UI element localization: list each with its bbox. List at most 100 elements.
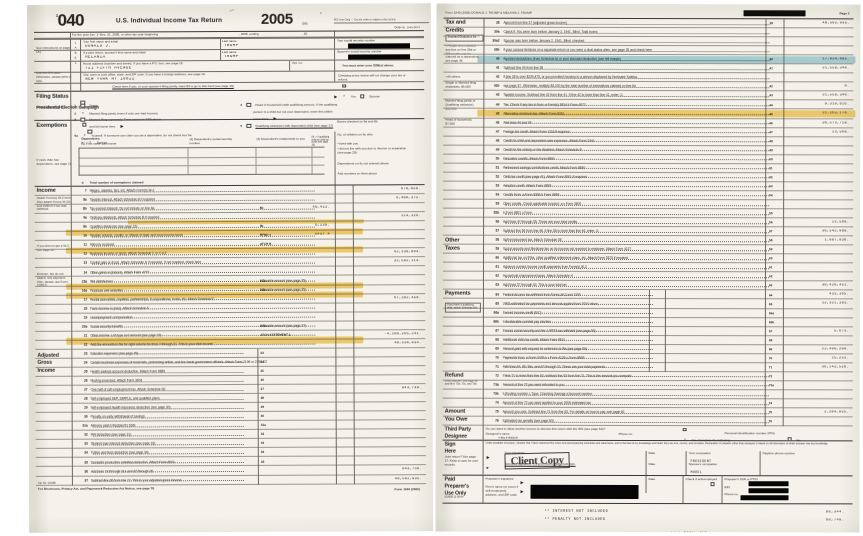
tax-period-line-3: , 20 [301,32,308,37]
amount-box-number: 57 [769,229,773,234]
sub-line-number: ATCH STATEMENT 1 [260,332,291,337]
line-number: 53 [495,183,500,188]
line-number: 37 [84,478,88,483]
irs-use-note: IRS Use Only — Do not write or staple in… [333,18,429,24]
sign-here-section: Sign Here Joint return? See page 17. Keep… [442,440,853,477]
amount-box-number: 67 [768,328,773,333]
preparer-selfemp-checkbox[interactable] [710,482,715,486]
amount-box-number: 73a [768,383,774,388]
leader-dots [92,434,244,437]
amount-box-number: 49 [769,148,773,153]
third-party-phone-label: Phone no. [618,432,633,437]
filing-status-note: Check only one box. [36,104,65,109]
payments-heading: Payments [444,290,471,298]
line-number: 30 [84,414,88,419]
line-amount: 433,365. [829,292,849,297]
exemption-yourself-checkbox[interactable] [82,122,87,127]
client-copy-stamp: Client Copy [504,452,571,470]
leader-dots [92,398,244,401]
line-number: 25 [83,369,88,374]
line-number: 32 [84,432,88,437]
spouse-date-label: Date [648,462,656,467]
amount-box-number: 24 [260,359,264,364]
amount-box-number: 59 [769,247,773,252]
line-number: 13 [83,261,87,266]
exemption-total-label: Total number of exemptions claimed [89,180,144,185]
preparer-phone-redaction [740,494,789,500]
preparer-ein-redaction [748,487,789,493]
amount-owe-heading: Amount You Owe [444,408,468,423]
scan-mark-2: ⌄ [318,9,324,17]
line-amount: -4,169,205,241. [384,331,422,337]
amount-box-number: 72 [768,374,773,379]
third-party-question: Do you want to allow another person to d… [485,426,606,432]
leader-dots [92,316,316,319]
line-number: 66b [493,319,499,324]
line-amount: 48,536,934. [394,340,422,346]
tax-form-page-1: ¹040 ⌒ U.S. Individual Income Tax Return… [26,3,434,533]
leader-dots [91,190,315,193]
leader-dots [92,452,244,455]
line-number: 48 [495,138,500,143]
leader-dots [92,380,244,383]
line-amount: 943,739. [401,386,422,391]
line-amount: 0. [844,84,850,89]
line-amount: 9,310,616. [824,102,850,107]
exemption-col-2: (2) Dependent's social security number [189,136,232,145]
line-number: 28 [84,396,88,401]
sub-line-number: ATCH B [259,242,272,247]
exemption-side-not-entered: Dependents on 6c not entered above [337,161,389,166]
footnote-interest-amount: 88,344. [825,510,845,515]
amount-box-number: 43 [769,93,773,98]
leader-dots [505,213,770,215]
exemption-spouse-checkbox[interactable] [87,129,93,134]
form-title: U.S. Individual Income Tax Return [115,17,223,25]
amount-box-number: 76 [768,419,773,424]
sign-here-note: Joint return? See page 17. Keep a copy f… [444,454,479,467]
amount-box-number: 52 [769,175,773,180]
preparer-firm-redaction [530,484,639,500]
leader-dots [92,271,316,274]
leader-dots [92,443,244,446]
line-number: 9a [83,215,87,220]
exemptions-heading: Exemptions [36,122,68,129]
filing-status-hoh-checkbox[interactable] [246,102,251,107]
third-party-yes-checkbox[interactable] [682,427,688,432]
spouse-occupation-value: MODEL [690,470,703,475]
city-value: NEW YORK NY 10022 [85,77,135,83]
paid-preparer-heading: Paid Preparer's Use Only [444,476,470,497]
line-number: 70 [495,355,499,360]
tax-period-line-2: , 2005, ending [238,32,259,37]
line-number: 55b [493,210,500,215]
amount-box-number: 30 [260,414,265,419]
campaign-you-checkbox[interactable] [341,84,347,88]
scan-mark-1: ⌒ [229,9,236,17]
line-amount: 9,468,373. [396,196,421,201]
sub-line-amount: 6,239. [315,223,330,228]
page2-header-redaction [743,10,806,17]
footnote-interest-label: ** INTEREST NOT INCLUDED [544,509,609,515]
tax-credits-line-items: 38 Amount from line 37 (adjusted gross in… [443,18,854,237]
line-amount: 23,400,200. [821,347,849,352]
line-number: 40 [495,56,500,61]
line-number: 38 [495,20,500,25]
amount-box-number: 63 [768,283,773,288]
amount-box-number: 70 [768,356,773,361]
form-number: ¹040 [55,10,84,30]
agi-line-items: 23 Educator expenses (see page 29) 23 24 Cer… [35,347,426,486]
line-number: 34 [84,451,88,456]
line-number: 68 [495,337,499,342]
amount-box-number: 60 [769,256,773,261]
apt-label: Apt. no. [292,60,303,65]
amount-box-number: 44 [769,102,773,107]
spouse-ssn-label: Spouse's social security number [337,49,382,54]
last-name-value: TRUMP [224,44,239,49]
third-party-section: Third Party Designee Do you want to allow… [442,425,853,442]
filing-status-mfj-checkbox[interactable] [80,100,85,105]
line-number: 45 [495,111,500,116]
page1-footer-cat: Cat. No. 11320B [37,481,56,485]
spouse-first-name-label: If a joint return, spouse's first name a… [83,50,146,55]
leader-dots [92,470,244,473]
amount-box-number: 56 [769,220,773,225]
exemption-col-1: (1) First name Last name [81,141,117,146]
